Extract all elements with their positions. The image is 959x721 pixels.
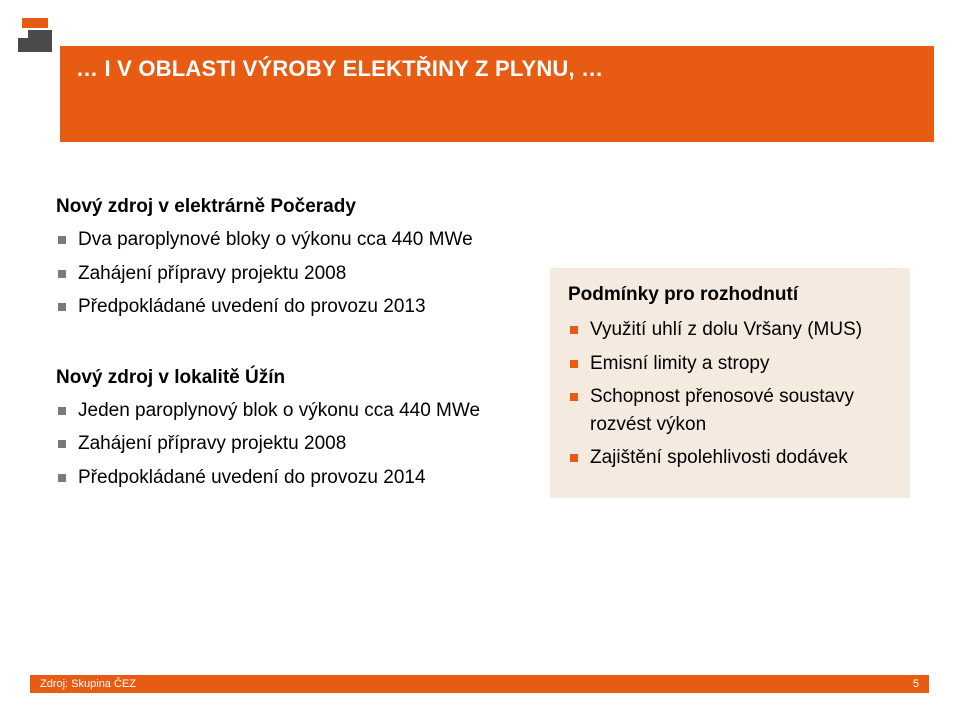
- list-item: Jeden paroplynový blok o výkonu cca 440 …: [78, 397, 486, 425]
- list-item: Předpokládané uvedení do provozu 2014: [78, 464, 486, 492]
- footer-bar: Zdroj: Skupina ČEZ 5: [30, 675, 929, 693]
- section-title: Nový zdroj v elektrárně Počerady: [56, 196, 486, 218]
- bullet-list: Dva paroplynové bloky o výkonu cca 440 M…: [56, 226, 486, 321]
- list-item: Schopnost přenosové soustavy rozvést výk…: [590, 383, 892, 438]
- logo-notch: [18, 30, 28, 38]
- list-item: Emisní limity a stropy: [590, 350, 892, 378]
- logo-top: [22, 18, 48, 28]
- list-item: Využití uhlí z dolu Vršany (MUS): [590, 316, 892, 344]
- right-column: Podmínky pro rozhodnutí Využití uhlí z d…: [550, 268, 910, 498]
- left-column: Nový zdroj v elektrárně Počerady Dva par…: [56, 196, 486, 537]
- box-title: Podmínky pro rozhodnutí: [568, 284, 892, 306]
- bullet-list: Jeden paroplynový blok o výkonu cca 440 …: [56, 397, 486, 492]
- list-item: Zajištění spolehlivosti dodávek: [590, 444, 892, 472]
- footer-source: Zdroj: Skupina ČEZ: [40, 678, 136, 690]
- section-pocerady: Nový zdroj v elektrárně Počerady Dva par…: [56, 196, 486, 321]
- conditions-box: Podmínky pro rozhodnutí Využití uhlí z d…: [550, 268, 910, 498]
- footer-page-number: 5: [913, 678, 919, 690]
- list-item: Zahájení přípravy projektu 2008: [78, 430, 486, 458]
- bullet-list: Využití uhlí z dolu Vršany (MUS) Emisní …: [568, 316, 892, 472]
- list-item: Předpokládané uvedení do provozu 2013: [78, 293, 486, 321]
- logo-cez: [18, 18, 52, 52]
- slide-title: … I V OBLASTI VÝROBY ELEKTŘINY Z PLYNU, …: [76, 56, 603, 82]
- list-item: Zahájení přípravy projektu 2008: [78, 260, 486, 288]
- section-uzin: Nový zdroj v lokalitě Úžín Jeden paroply…: [56, 367, 486, 492]
- section-title: Nový zdroj v lokalitě Úžín: [56, 367, 486, 389]
- list-item: Dva paroplynové bloky o výkonu cca 440 M…: [78, 226, 486, 254]
- slide: … I V OBLASTI VÝROBY ELEKTŘINY Z PLYNU, …: [0, 0, 959, 721]
- header-band: … I V OBLASTI VÝROBY ELEKTŘINY Z PLYNU, …: [60, 46, 934, 142]
